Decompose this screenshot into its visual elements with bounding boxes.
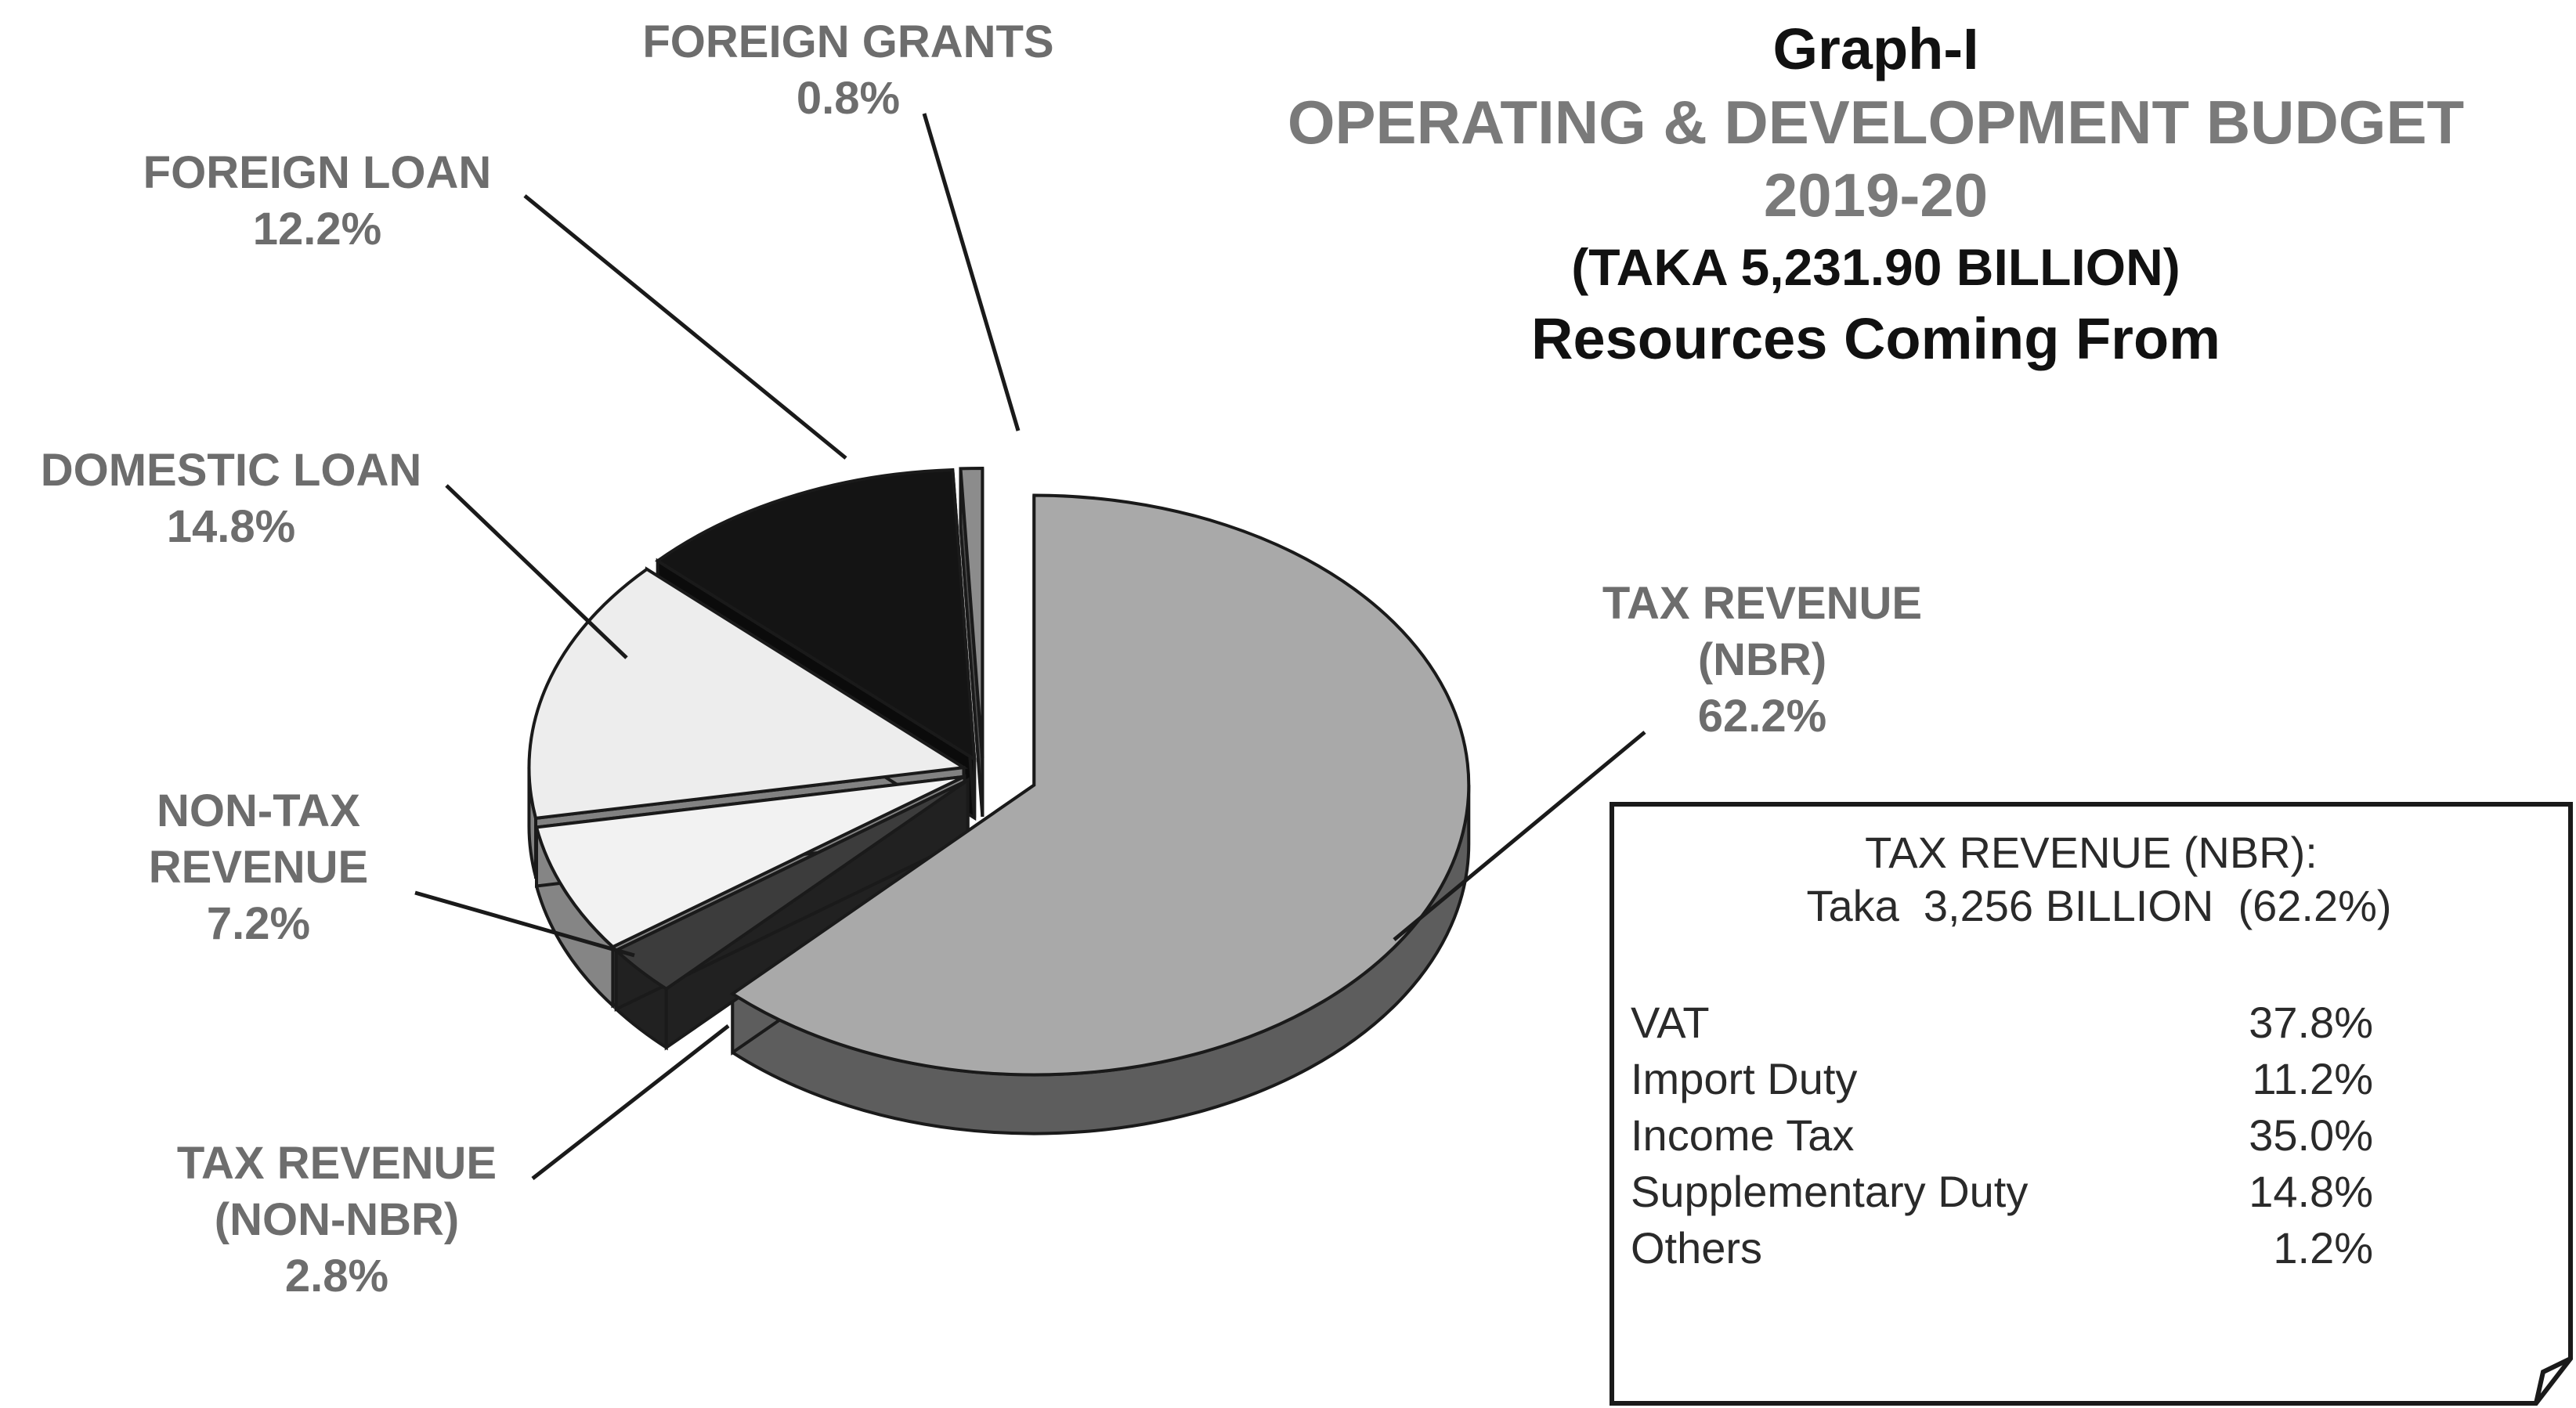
leader-line-tax-revenue-nbr: [1393, 731, 1646, 941]
slice-value-foreign-grants: 0.8%: [797, 73, 900, 124]
leader-line-tax-revenue-non-nbr: [531, 1024, 730, 1180]
pie-slice-domestic-loan: [527, 567, 969, 821]
slice-label-foreign-loan-0: FOREIGN LOAN: [143, 147, 492, 198]
breakdown-row-name-income-tax: Income Tax: [1631, 1110, 1854, 1160]
slice-value-foreign-loan: 12.2%: [253, 204, 381, 255]
slice-value-domestic-loan: 14.8%: [167, 501, 295, 552]
slice-value-tax-revenue-non-nbr: 2.8%: [285, 1251, 388, 1301]
slice-value-tax-revenue-nbr: 62.2%: [1698, 691, 1826, 742]
slice-label-non-tax-revenue-1: REVENUE: [149, 842, 368, 893]
breakdown-heading: TAX REVENUE (NBR):: [1865, 828, 2318, 877]
pie-slice-foreign-grants: [959, 466, 985, 759]
breakdown-row-value-others: 1.2%: [2273, 1223, 2373, 1273]
slice-label-tax-revenue-non-nbr-1: (NON-NBR): [215, 1194, 460, 1245]
slice-label-domestic-loan-0: DOMESTIC LOAN: [41, 445, 422, 496]
breakdown-box-frame: [1610, 802, 2573, 1406]
breakdown-row-value-supplementary-duty: 14.8%: [2249, 1167, 2373, 1216]
breakdown-row-value-income-tax: 35.0%: [2249, 1110, 2373, 1160]
tax-revenue-breakdown-box: TAX REVENUE (NBR): Taka 3,256 BILLION (6…: [1610, 802, 2573, 1406]
slice-label-tax-revenue-nbr-0: TAX REVENUE: [1602, 578, 1922, 629]
chart-subtitle-line-4: Resources Coming From: [1531, 306, 2220, 371]
slice-labels: TAX REVENUE(NBR)62.2%TAX REVENUE(NON-NBR…: [41, 16, 1922, 1301]
chart-subtitle-line-3: (TAKA 5,231.90 BILLION): [1571, 238, 2180, 296]
breakdown-rows: VAT 37.8% Import Duty 11.2% Income Tax 35.0% S…: [1631, 998, 2373, 1273]
chart-title: Graph-I: [1772, 16, 1978, 81]
slice-label-non-tax-revenue-0: NON-TAX: [157, 785, 360, 836]
chart-subtitle-line-2: 2019-20: [1764, 161, 1988, 229]
pie-slice-foreign-loan: [655, 468, 977, 763]
breakdown-row-name-import-duty: Import Duty: [1631, 1054, 1857, 1103]
slice-label-foreign-grants-0: FOREIGN GRANTS: [642, 16, 1053, 67]
leader-lines: [414, 113, 1646, 1180]
chart-title-block: Graph-I OPERATING & DEVELOPMENT BUDGET 2…: [1288, 16, 2464, 371]
leader-line-domestic-loan: [445, 484, 628, 659]
pie-slice-non-tax-revenue: [534, 774, 966, 949]
slice-value-non-tax-revenue: 7.2%: [207, 898, 310, 949]
slice-label-tax-revenue-non-nbr-0: TAX REVENUE: [177, 1138, 497, 1189]
slice-label-tax-revenue-nbr-1: (NBR): [1698, 634, 1826, 685]
breakdown-subheading: Taka 3,256 BILLION (62.2%): [1806, 881, 2391, 930]
leader-line-foreign-loan: [523, 194, 847, 460]
breakdown-row-value-vat: 37.8%: [2249, 998, 2373, 1047]
breakdown-row-name-others: Others: [1631, 1223, 1762, 1273]
chart-subtitle-line-1: OPERATING & DEVELOPMENT BUDGET: [1288, 88, 2464, 157]
breakdown-row-name-vat: VAT: [1631, 998, 1710, 1047]
leader-line-non-tax-revenue: [414, 890, 635, 958]
breakdown-box-curl: [2534, 1356, 2572, 1404]
breakdown-row-value-import-duty: 11.2%: [2252, 1054, 2373, 1103]
pie-slice-tax-revenue-nbr: [729, 493, 1471, 1077]
breakdown-row-name-supplementary-duty: Supplementary Duty: [1631, 1167, 2028, 1216]
leader-line-foreign-grants: [922, 113, 1021, 431]
pie-tops: [527, 466, 1471, 1077]
